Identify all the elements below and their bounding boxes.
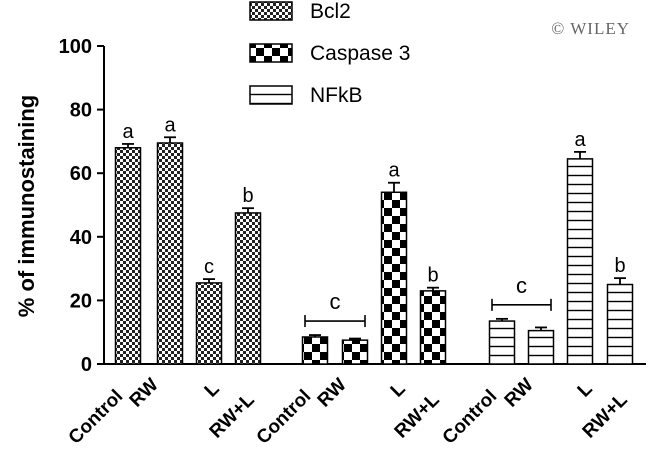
significance-label: a — [574, 129, 586, 151]
category-label: RW — [501, 374, 538, 411]
y-tick-label: 0 — [81, 354, 92, 376]
y-tick-label: 20 — [70, 290, 92, 312]
legend-swatch — [249, 1, 293, 21]
significance-label: b — [242, 185, 253, 207]
y-axis-title: % of immunostaining — [14, 95, 39, 317]
legend-swatch — [249, 43, 293, 63]
category-label: Control — [65, 386, 128, 449]
bar — [419, 290, 447, 365]
significance-label: b — [427, 265, 438, 287]
category-label: RW — [314, 374, 351, 411]
significance-label: a — [122, 121, 134, 143]
legend-entry: Bcl2 — [310, 0, 351, 23]
y-tick-label: 40 — [70, 227, 92, 249]
watermark-text: © WILEY — [551, 19, 630, 38]
bracket-label: c — [516, 273, 527, 298]
bracket-label: c — [330, 289, 341, 314]
y-tick-label: 100 — [59, 36, 92, 58]
significance-label: a — [388, 160, 400, 182]
legend: Bcl2 Caspase 3 NFkB — [249, 0, 410, 107]
bars: a a c b a b c a b c — [114, 114, 634, 365]
y-tick-label: 80 — [70, 100, 92, 122]
significance-label: b — [614, 255, 625, 277]
bar — [566, 158, 594, 365]
category-label: L — [574, 378, 597, 401]
bar — [156, 142, 184, 365]
legend-entry: Caspase 3 — [310, 42, 410, 65]
bar — [527, 329, 555, 365]
bar — [301, 336, 329, 365]
bar — [488, 320, 516, 365]
legend-entry: NFkB — [310, 84, 363, 107]
category-label: Control — [439, 386, 502, 449]
bar — [341, 339, 369, 365]
category-label: L — [201, 378, 224, 401]
legend-swatch — [249, 85, 293, 105]
bar — [606, 283, 634, 365]
bar — [234, 212, 262, 365]
bar — [195, 282, 223, 365]
y-tick-label: 60 — [70, 163, 92, 185]
category-label: L — [387, 378, 410, 401]
category-label: RW — [126, 374, 163, 411]
significance-label: c — [204, 256, 214, 278]
bar — [114, 147, 142, 365]
y-axis: 0 20 40 60 80 100 — [59, 36, 646, 376]
bar — [380, 191, 408, 365]
category-label: Control — [253, 386, 316, 449]
significance-label: a — [164, 114, 176, 136]
